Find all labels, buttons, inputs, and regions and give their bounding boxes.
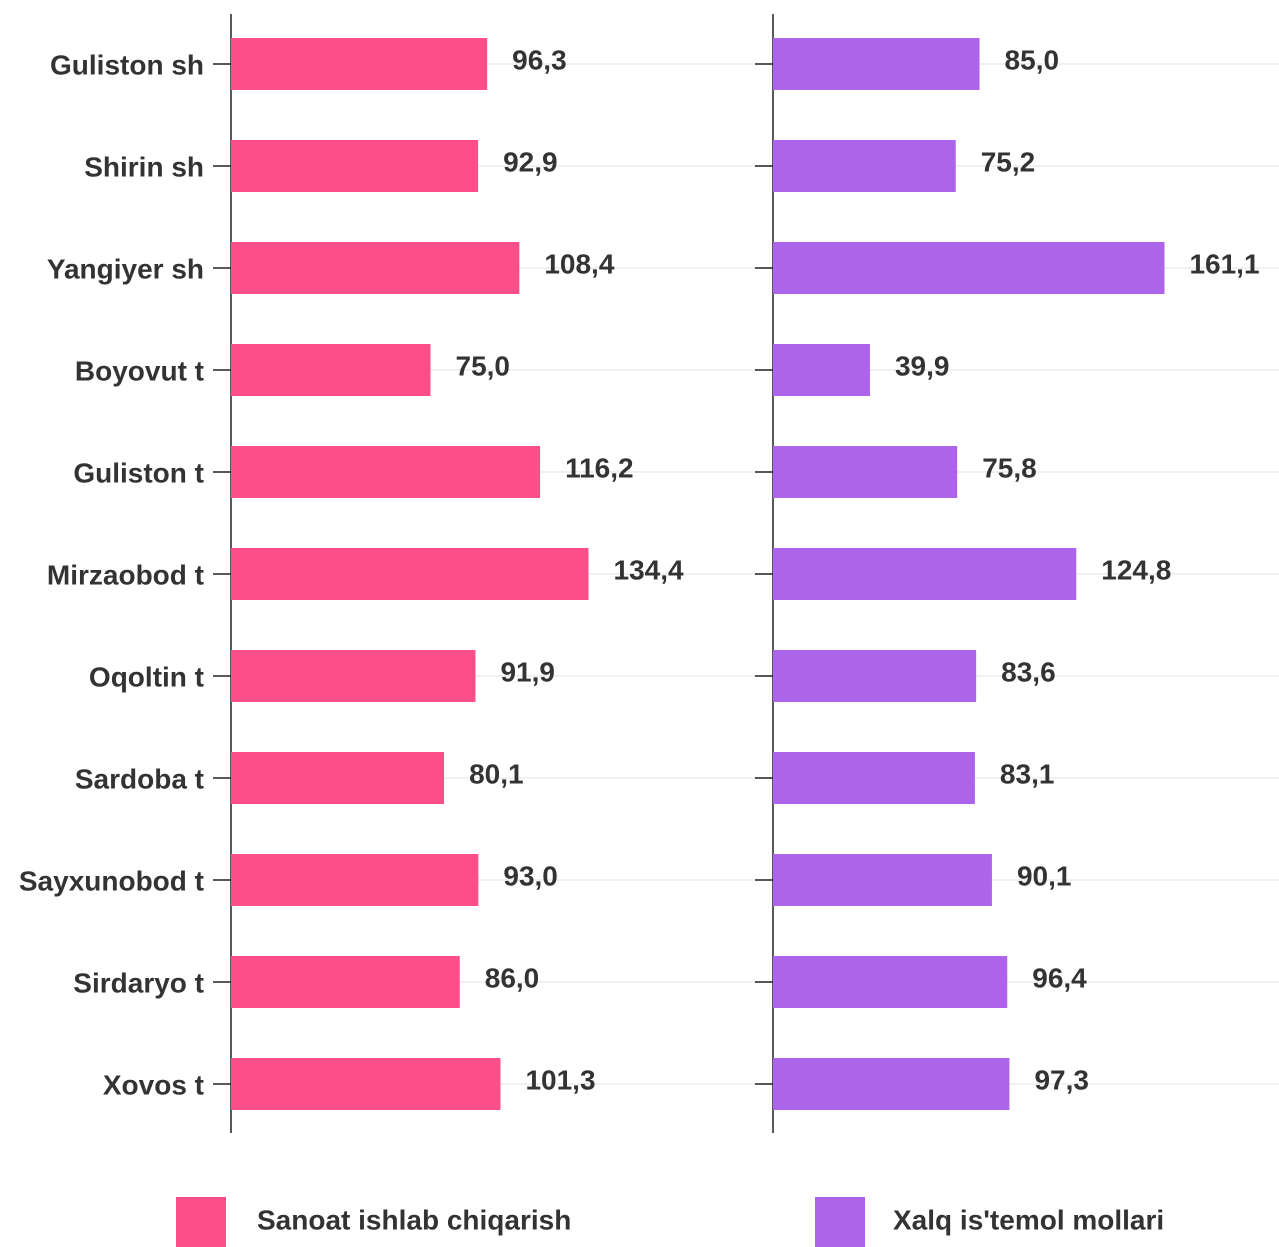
category-label: Guliston sh [50,49,204,80]
bar [773,140,956,192]
value-label: 124,8 [1101,554,1171,585]
category-label: Guliston t [73,457,204,488]
category-label: Mirzaobod t [47,559,204,590]
value-label: 39,9 [895,350,950,381]
bar [773,344,870,396]
category-label: Xovos t [103,1069,204,1100]
category-label: Boyovut t [75,355,204,386]
legend-swatch [815,1197,865,1247]
bar [231,650,476,702]
category-label: Shirin sh [84,151,204,182]
bar [773,548,1077,600]
category-label: Yangiyer sh [47,253,204,284]
bar [773,956,1008,1008]
bar [231,344,431,396]
value-label: 75,8 [982,452,1037,483]
value-label: 161,1 [1189,248,1259,279]
bar [773,446,958,498]
value-label: 86,0 [485,962,540,993]
value-label: 90,1 [1017,860,1072,891]
bar [773,752,975,804]
bar [231,854,479,906]
bar [773,1058,1010,1110]
value-label: 83,6 [1001,656,1055,687]
bar [231,242,520,294]
value-label: 97,3 [1034,1064,1089,1095]
bar [773,242,1165,294]
category-label: Sirdaryo t [73,967,204,998]
value-label: 75,2 [981,146,1036,177]
value-label: 134,4 [614,554,684,585]
value-label: 108,4 [544,248,614,279]
bar [231,38,488,90]
value-label: 91,9 [500,656,554,687]
bar [773,38,980,90]
value-label: 80,1 [469,758,524,789]
bar [231,548,589,600]
legend-label: Xalq is'temol mollari [893,1204,1164,1235]
value-label: 96,4 [1032,962,1087,993]
bar [231,752,445,804]
legend-swatch [176,1197,226,1247]
value-label: 101,3 [525,1064,595,1095]
value-label: 75,0 [456,350,511,381]
bar [231,1058,501,1110]
value-label: 96,3 [512,44,567,75]
category-label: Sardoba t [75,763,204,794]
bar [231,140,479,192]
bar [231,956,460,1008]
value-label: 116,2 [565,452,634,483]
legend-label: Sanoat ishlab chiqarish [257,1204,571,1235]
bar [773,650,977,702]
value-label: 83,1 [1000,758,1055,789]
value-label: 85,0 [1005,44,1060,75]
bar [773,854,992,906]
value-label: 93,0 [503,860,558,891]
category-label: Oqoltin t [89,661,204,692]
bar [231,446,541,498]
category-label: Sayxunobod t [19,865,204,896]
value-label: 92,9 [503,146,558,177]
